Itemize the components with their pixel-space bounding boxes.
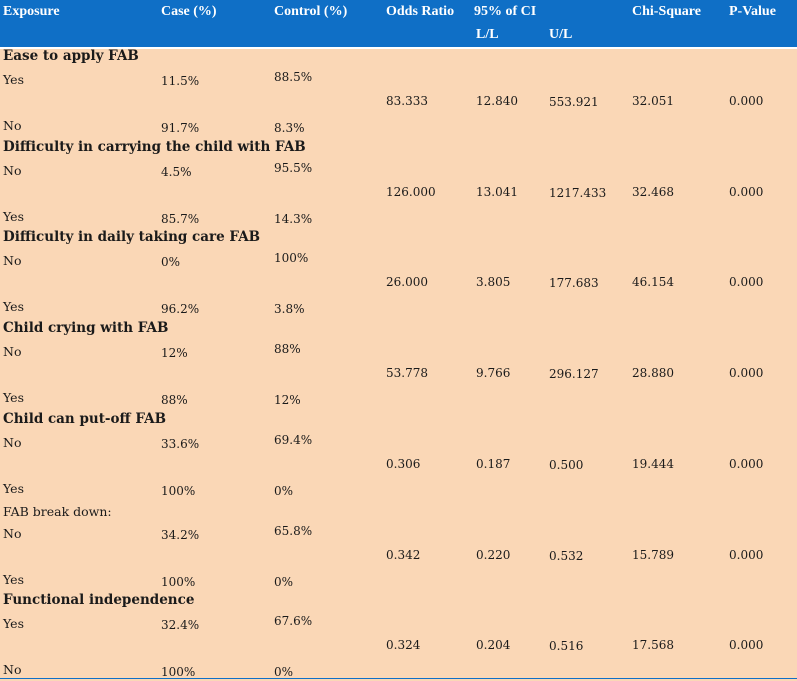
case-percent: 12% — [161, 346, 188, 361]
case-percent: 100% — [161, 665, 196, 680]
header-lower-limit: L/L — [476, 27, 499, 42]
p-value: 0.000 — [729, 94, 764, 108]
group-title: Child can put-off FAB — [3, 410, 166, 427]
row-label: No — [3, 434, 22, 450]
group-title: Difficulty in carrying the child with FA… — [3, 138, 306, 155]
row-label: No — [3, 118, 22, 133]
case-percent: 32.4% — [161, 618, 200, 633]
group-title: Child crying with FAB — [3, 320, 169, 337]
p-value: 0.000 — [729, 638, 764, 653]
header-case: Case (%) — [161, 4, 217, 19]
header-control: Control (%) — [274, 4, 348, 19]
ci-upper-value: 553.921 — [549, 95, 599, 109]
row-label: Yes — [3, 72, 24, 87]
case-percent: 88% — [161, 393, 188, 408]
header-chi-square: Chi-Square — [632, 4, 701, 19]
case-percent: 100% — [161, 483, 196, 498]
odds-ratio-value: 126.000 — [386, 184, 436, 199]
chi-square-value: 15.789 — [632, 547, 674, 562]
row-label: Yes — [3, 616, 24, 632]
control-percent: 14.3% — [274, 211, 313, 226]
control-percent: 8.3% — [274, 121, 305, 135]
control-percent: 12% — [274, 393, 301, 408]
row-label: Yes — [3, 390, 24, 406]
header-odds-ratio: Odds Ratio — [386, 4, 455, 19]
p-value: 0.000 — [729, 366, 764, 381]
row-label: Yes — [3, 299, 24, 315]
header-ci: 95% of CI — [474, 4, 537, 19]
group-title: Functional independence — [3, 592, 195, 609]
control-percent: 88.5% — [274, 70, 313, 84]
odds-ratio-value: 0.306 — [386, 456, 421, 471]
row-label: No — [3, 662, 22, 678]
control-percent: 67.6% — [274, 614, 313, 629]
table-header-row: Exposure Case (%) Control (%) Odds Ratio… — [0, 0, 797, 24]
case-percent: 34.2% — [161, 527, 200, 542]
row-label: No — [3, 162, 22, 178]
header-upper-limit: U/L — [549, 27, 573, 42]
ci-upper-value: 0.500 — [549, 457, 584, 472]
header-p-value: P-Value — [729, 4, 776, 19]
ci-lower-value: 3.805 — [476, 275, 511, 290]
header-exposure: Exposure — [3, 4, 60, 19]
table-subheader-row: L/L U/L — [0, 24, 797, 49]
row-label: Yes — [3, 480, 24, 496]
row-label: No — [3, 525, 22, 541]
group-title: Ease to apply FAB — [3, 48, 139, 64]
case-percent: 4.5% — [161, 164, 192, 179]
p-value: 0.000 — [729, 184, 764, 199]
case-percent: 91.7% — [161, 121, 200, 135]
case-percent: 85.7% — [161, 211, 200, 226]
row-label: No — [3, 344, 22, 360]
odds-ratio-value: 26.000 — [386, 275, 428, 290]
ci-upper-value: 177.683 — [549, 276, 599, 291]
control-percent: 65.8% — [274, 523, 313, 538]
case-percent: 0% — [161, 255, 181, 270]
chi-square-value: 28.880 — [632, 366, 674, 381]
group-title: FAB break down: — [3, 503, 112, 519]
control-percent: 0% — [274, 574, 294, 589]
ci-lower-value: 0.187 — [476, 456, 511, 471]
ci-lower-value: 9.766 — [476, 366, 511, 381]
control-percent: 3.8% — [274, 302, 305, 317]
group-title: Difficulty in daily taking care FAB — [3, 229, 261, 246]
ci-upper-value: 0.516 — [549, 639, 584, 654]
control-percent: 0% — [274, 665, 294, 680]
ci-upper-value: 1217.433 — [549, 185, 607, 200]
chi-square-value: 46.154 — [632, 275, 674, 290]
p-value: 0.000 — [729, 547, 764, 562]
control-percent: 69.4% — [274, 432, 313, 447]
table-bottom-border — [0, 678, 797, 679]
case-percent: 11.5% — [161, 74, 200, 88]
control-percent: 95.5% — [274, 160, 313, 175]
row-label: No — [3, 253, 22, 269]
row-label: Yes — [3, 571, 24, 587]
odds-ratio-value: 53.778 — [386, 366, 428, 381]
chi-square-value: 32.051 — [632, 94, 674, 108]
chi-square-value: 17.568 — [632, 638, 674, 653]
chi-square-value: 32.468 — [632, 184, 674, 199]
ci-lower-value: 0.220 — [476, 547, 511, 562]
odds-ratio-value: 0.342 — [386, 547, 421, 562]
ci-lower-value: 13.041 — [476, 184, 518, 199]
ci-upper-value: 296.127 — [549, 367, 599, 382]
control-percent: 88% — [274, 342, 301, 357]
odds-ratio-value: 0.324 — [386, 638, 421, 653]
control-percent: 0% — [274, 483, 294, 498]
ci-upper-value: 0.532 — [549, 548, 584, 563]
chi-square-value: 19.444 — [632, 456, 674, 471]
case-percent: 100% — [161, 574, 196, 589]
ci-lower-value: 12.840 — [476, 94, 518, 108]
p-value: 0.000 — [729, 456, 764, 471]
case-percent: 33.6% — [161, 436, 200, 451]
odds-ratio-value: 83.333 — [386, 94, 428, 108]
ci-lower-value: 0.204 — [476, 638, 511, 653]
row-label: Yes — [3, 208, 24, 224]
control-percent: 100% — [274, 251, 309, 266]
p-value: 0.000 — [729, 275, 764, 290]
case-percent: 96.2% — [161, 302, 200, 317]
